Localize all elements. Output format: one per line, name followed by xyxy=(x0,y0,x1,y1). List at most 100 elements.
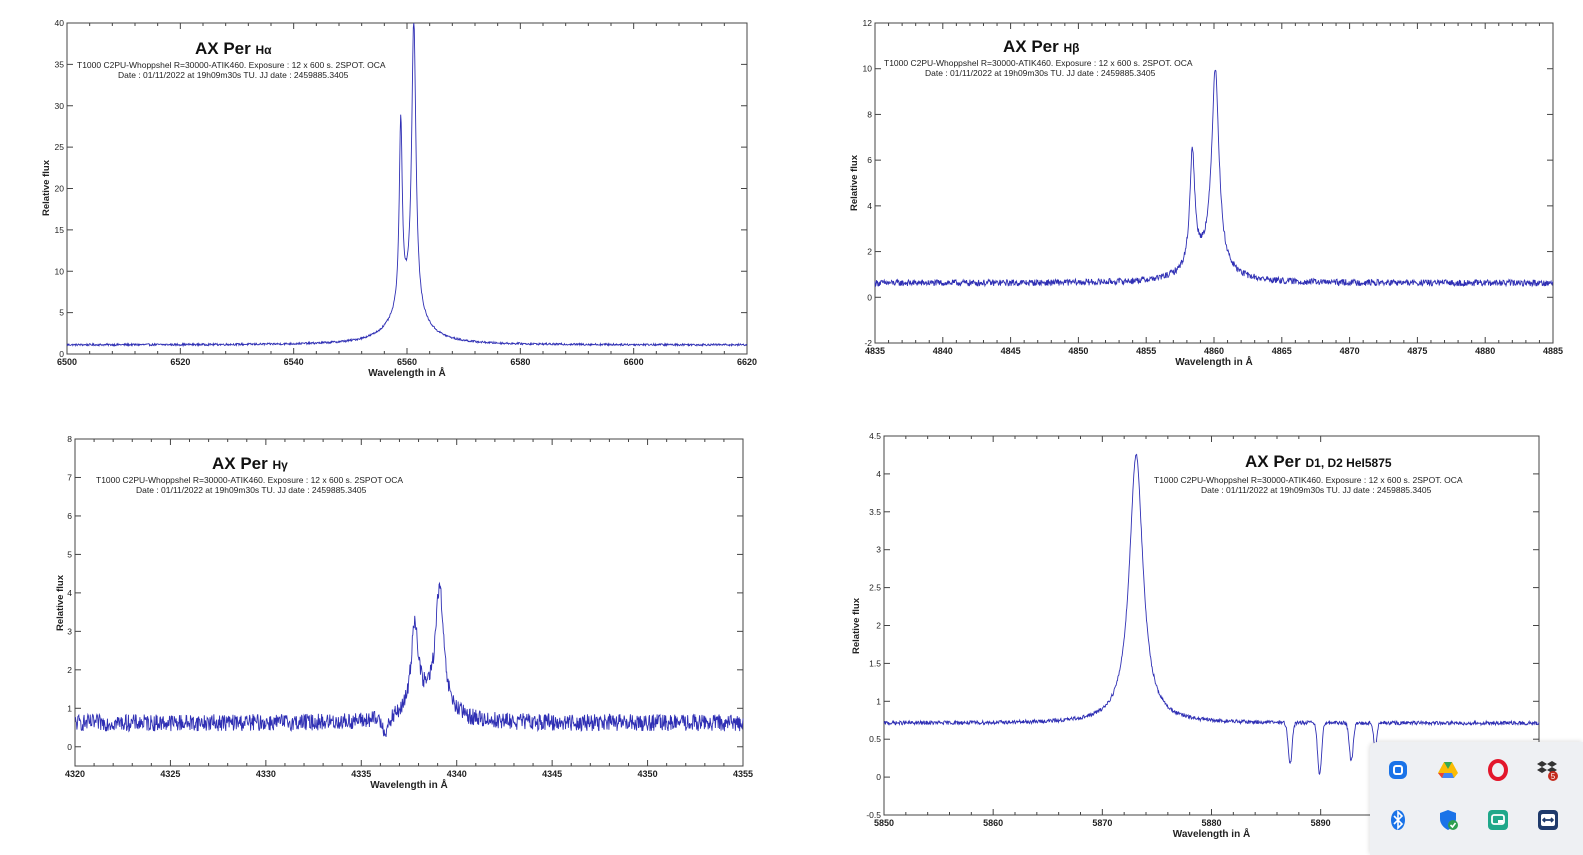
x-tick-label: 4870 xyxy=(1340,346,1360,356)
x-tick-label: 4330 xyxy=(256,769,276,779)
y-tick-label: 5 xyxy=(59,308,64,318)
x-tick-label: 4860 xyxy=(1204,346,1224,356)
y-tick-label: 4.5 xyxy=(869,431,881,441)
x-tick-label: 4335 xyxy=(351,769,371,779)
y-tick-label: 3.5 xyxy=(869,507,881,517)
y-tick-label: 8 xyxy=(867,109,872,119)
x-tick-label: 4845 xyxy=(1001,346,1021,356)
y-axis-label: Relative flux xyxy=(851,597,862,654)
system-tray-overflow: 5 xyxy=(1370,742,1583,855)
y-tick-label: 6 xyxy=(67,511,72,521)
chart-subtitle-date: Date : 01/11/2022 at 19h09m30s TU. JJ da… xyxy=(1201,485,1432,495)
y-tick-label: 1.5 xyxy=(869,658,881,668)
y-tick-label: 1 xyxy=(67,703,72,713)
y-tick-label: 12 xyxy=(863,18,873,28)
x-tick-label: 4885 xyxy=(1543,346,1563,356)
y-tick-label: 0 xyxy=(876,772,881,782)
y-tick-label: 30 xyxy=(55,101,65,111)
y-tick-label: 10 xyxy=(863,64,873,74)
y-tick-label: 0 xyxy=(867,292,872,302)
x-tick-label: 4875 xyxy=(1407,346,1427,356)
dropbox-badge: 5 xyxy=(1551,772,1556,781)
series-line-hb xyxy=(874,69,1554,288)
x-tick-label: 4325 xyxy=(160,769,180,779)
chart-subtitle-date: Date : 01/11/2022 at 19h09m30s TU. JJ da… xyxy=(925,68,1156,78)
y-tick-label: 15 xyxy=(55,225,65,235)
y-tick-label: 4 xyxy=(867,201,872,211)
y-tick-label: 3 xyxy=(67,626,72,636)
dropbox-icon[interactable]: 5 xyxy=(1533,755,1563,785)
x-tick-label: 4355 xyxy=(733,769,753,779)
chart-title: AX Per Hγ xyxy=(212,454,288,473)
x-tick-label: 5890 xyxy=(1311,818,1331,828)
y-tick-label: 0 xyxy=(67,742,72,752)
series-line-ha xyxy=(66,22,748,348)
x-tick-label: 4320 xyxy=(65,769,85,779)
y-axis-label: Relative flux xyxy=(55,574,66,631)
x-tick-label: 4865 xyxy=(1272,346,1292,356)
x-tick-label: 5870 xyxy=(1092,818,1112,828)
chart-title: AX Per Hα xyxy=(195,39,272,58)
security-shield-icon[interactable] xyxy=(1433,805,1463,835)
remote-desktop-icon[interactable] xyxy=(1533,805,1563,835)
x-tick-label: 6620 xyxy=(737,357,757,367)
x-tick-label: 4340 xyxy=(447,769,467,779)
x-tick-label: 6540 xyxy=(284,357,304,367)
y-tick-label: 25 xyxy=(55,142,65,152)
chart-title: AX Per Hβ xyxy=(1003,37,1079,56)
series-line-he xyxy=(883,453,1540,775)
y-tick-label: 20 xyxy=(55,184,65,194)
cast-app-icon[interactable] xyxy=(1483,805,1513,835)
x-tick-label: 4835 xyxy=(865,346,885,356)
x-tick-label: 4345 xyxy=(542,769,562,779)
y-tick-label: -2 xyxy=(864,338,872,348)
x-tick-label: 6560 xyxy=(397,357,417,367)
chart-subtitle-instrument: T1000 C2PU-Whoppshel R=30000-ATIK460. Ex… xyxy=(884,58,1193,68)
chart-ha: 6500 6520 6540 6560 6580 6600 6620 0 5 10 15 20 25 30… xyxy=(41,18,757,379)
x-axis-label: Wavelength in Å xyxy=(1175,355,1252,368)
y-tick-label: 2 xyxy=(867,247,872,257)
chart-subtitle-instrument: T1000 C2PU-Whoppshel R=30000-ATIK460. Ex… xyxy=(1154,475,1463,485)
x-tick-label: 6520 xyxy=(170,357,190,367)
x-tick-label: 4850 xyxy=(1068,346,1088,356)
x-axis-label: Wavelength in Å xyxy=(368,366,445,379)
x-axis-label: Wavelength in Å xyxy=(1173,827,1250,840)
x-tick-label: 6500 xyxy=(57,357,77,367)
y-tick-label: 8 xyxy=(67,434,72,444)
y-tick-label: 10 xyxy=(55,266,65,276)
y-tick-label: 4 xyxy=(876,469,881,479)
chart-subtitle-instrument: T1000 C2PU-Whoppshel R=30000-ATIK460. Ex… xyxy=(77,60,386,70)
y-tick-label: 6 xyxy=(867,155,872,165)
series-line-hg xyxy=(74,581,744,737)
chart-subtitle-date: Date : 01/11/2022 at 19h09m30s TU. JJ da… xyxy=(136,485,367,495)
x-axis-label: Wavelength in Å xyxy=(370,778,447,791)
y-tick-label: 0 xyxy=(59,349,64,359)
x-tick-label: 4350 xyxy=(638,769,658,779)
y-tick-label: 2 xyxy=(876,621,881,631)
x-tick-label: 4880 xyxy=(1475,346,1495,356)
bluetooth-icon[interactable] xyxy=(1383,805,1413,835)
plot-frame xyxy=(74,438,744,767)
x-tick-label: 5860 xyxy=(983,818,1003,828)
screen-capture-icon[interactable] xyxy=(1383,755,1413,785)
y-tick-label: 4 xyxy=(67,588,72,598)
y-axis-label: Relative flux xyxy=(849,154,860,211)
chart-title: AX Per D1, D2 HeI5875 xyxy=(1245,452,1392,471)
chart-hg: 4320 4325 4330 4335 4340 4345 4350 4355 0 1 2 3 4 5 6 7… xyxy=(55,434,753,791)
x-tick-label: 5850 xyxy=(874,818,894,828)
x-tick-label: 5880 xyxy=(1201,818,1221,828)
y-tick-label: 7 xyxy=(67,472,72,482)
opera-icon[interactable] xyxy=(1483,755,1513,785)
y-tick-label: 40 xyxy=(55,18,65,28)
x-tick-label: 4855 xyxy=(1136,346,1156,356)
y-tick-label: 0.5 xyxy=(869,734,881,744)
y-tick-label: -0.5 xyxy=(866,810,881,820)
y-tick-label: 35 xyxy=(55,59,65,69)
x-tick-label: 6600 xyxy=(624,357,644,367)
chart-subtitle-date: Date : 01/11/2022 at 19h09m30s TU. JJ da… xyxy=(118,70,349,80)
y-tick-label: 2.5 xyxy=(869,583,881,593)
y-tick-label: 3 xyxy=(876,545,881,555)
google-drive-icon[interactable] xyxy=(1433,755,1463,785)
chart-subtitle-instrument: T1000 C2PU-Whoppshel R=30000-ATIK460. Ex… xyxy=(96,475,403,485)
